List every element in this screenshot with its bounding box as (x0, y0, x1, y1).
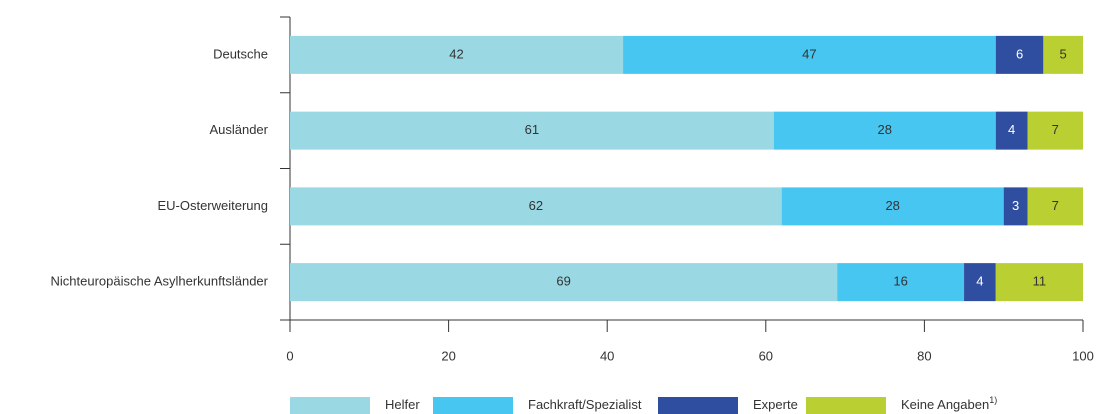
y-tick-label: Deutsche (213, 46, 268, 61)
bar-segment (1027, 187, 1083, 226)
value-label: 4 (1008, 122, 1015, 137)
value-label: 69 (556, 274, 570, 289)
value-label: 4 (976, 274, 983, 289)
legend-label: Helfer (385, 397, 420, 412)
bar-segment (290, 35, 624, 74)
value-label: 11 (1033, 274, 1047, 289)
bar-segment (773, 111, 996, 150)
y-tick-label: EU-Osterweiterung (157, 198, 268, 213)
x-tick-label: 100 (1072, 348, 1094, 363)
value-label: 28 (878, 122, 892, 137)
legend-footnote: 1) (989, 395, 997, 405)
bar-segment (290, 263, 838, 302)
legend-swatch (806, 397, 886, 414)
x-tick-label: 60 (759, 348, 773, 363)
bar-segment (995, 35, 1044, 74)
legend-swatch (433, 397, 513, 414)
y-tick-label: Nichteuropäische Asylherkunftsländer (50, 274, 268, 289)
bar-segment (623, 35, 996, 74)
value-label: 28 (885, 198, 899, 213)
value-label: 7 (1052, 198, 1059, 213)
bar-segment (995, 263, 1083, 302)
bar-segment (1027, 111, 1083, 150)
legend-name: Experte (753, 397, 798, 412)
x-tick-label: 0 (286, 348, 293, 363)
x-tick-label: 40 (600, 348, 614, 363)
value-label: 47 (802, 46, 816, 61)
bar-segment (290, 187, 782, 226)
value-label: 61 (525, 122, 539, 137)
value-label: 3 (1012, 198, 1019, 213)
bar-segment (290, 111, 774, 150)
x-tick-label: 20 (441, 348, 455, 363)
legend-label: Fachkraft/Spezialist (528, 397, 642, 412)
bar-segment (995, 111, 1028, 150)
bar-segment (781, 187, 1004, 226)
bar-segment (964, 263, 996, 302)
value-label: 5 (1060, 46, 1067, 61)
legend-swatch (658, 397, 738, 414)
bar-segment (1003, 187, 1028, 226)
legend-name: Helfer (385, 397, 420, 412)
legend-name: Keine Angaben (901, 397, 989, 412)
bar-segment (837, 263, 965, 302)
value-label: 6 (1016, 46, 1023, 61)
legend-label: Experte (753, 397, 798, 412)
bar-segment (1043, 35, 1083, 74)
legend-name: Fachkraft/Spezialist (528, 397, 642, 412)
value-label: 62 (529, 198, 543, 213)
value-label: 16 (893, 274, 907, 289)
legend-swatch (290, 397, 370, 414)
value-label: 42 (449, 46, 463, 61)
legend-label: Keine Angaben1) (901, 395, 997, 412)
x-tick-label: 80 (917, 348, 931, 363)
value-label: 7 (1052, 122, 1059, 137)
y-tick-label: Ausländer (209, 122, 268, 137)
